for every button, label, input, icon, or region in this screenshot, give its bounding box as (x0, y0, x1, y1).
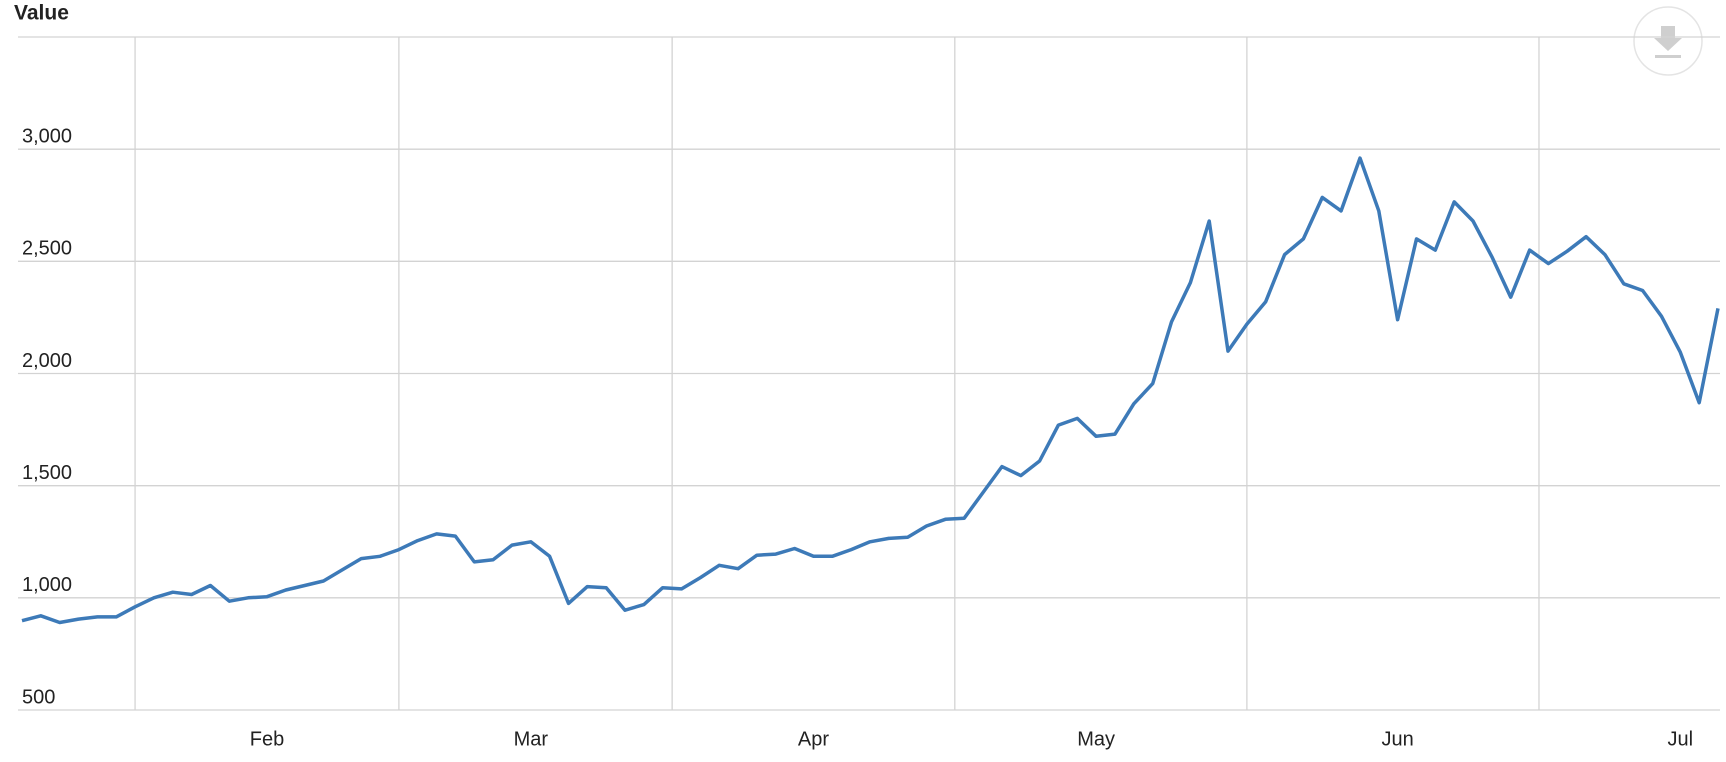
download-icon[interactable] (1654, 26, 1682, 51)
download-button[interactable] (1633, 6, 1703, 76)
x-tick-label: May (1077, 728, 1115, 750)
x-tick-label: Apr (798, 728, 829, 750)
y-tick-label: 1,500 (22, 462, 72, 484)
y-tick-label: 2,500 (22, 238, 72, 260)
y-tick-label: 500 (22, 686, 55, 708)
data-line (21, 156, 1720, 625)
x-tick-label: Jun (1382, 728, 1414, 750)
x-tick-label: Mar (514, 728, 549, 750)
y-tick-label: 2,000 (22, 350, 72, 372)
y-tick-label: 3,000 (22, 125, 72, 147)
download-icon-bar[interactable] (1655, 55, 1681, 58)
x-tick-label: Jul (1668, 728, 1694, 750)
x-tick-label: Feb (250, 728, 284, 750)
y-axis-title: Value (14, 2, 69, 25)
y-tick-label: 1,000 (22, 574, 72, 596)
